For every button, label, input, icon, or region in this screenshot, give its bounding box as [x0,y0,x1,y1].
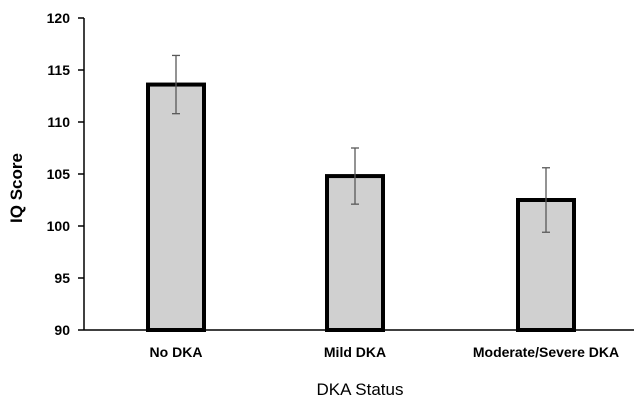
x-axis-title: DKA Status [317,380,404,399]
y-tick-label: 110 [47,114,70,130]
y-tick-label: 100 [47,218,71,234]
y-tick-label: 105 [47,166,71,182]
error-bar [172,54,180,115]
y-axis-title: IQ Score [7,153,26,223]
error-bars [172,54,550,233]
y-tick-label: 95 [54,270,70,286]
bar [146,82,206,332]
x-axis-ticks: No DKA Mild DKA Moderate/Severe DKA [150,344,620,360]
y-axis-ticks: 90 95 100 105 110 115 120 [47,10,84,338]
y-tick-label: 115 [47,62,70,78]
bars [146,82,576,332]
y-tick-label: 90 [54,322,70,338]
x-tick-label: No DKA [150,344,203,360]
axes [83,18,634,331]
y-tick-label: 120 [47,10,71,26]
error-bar [351,147,359,205]
error-bar [542,167,550,233]
x-tick-label: Mild DKA [324,344,386,360]
x-tick-label: Moderate/Severe DKA [473,344,619,360]
